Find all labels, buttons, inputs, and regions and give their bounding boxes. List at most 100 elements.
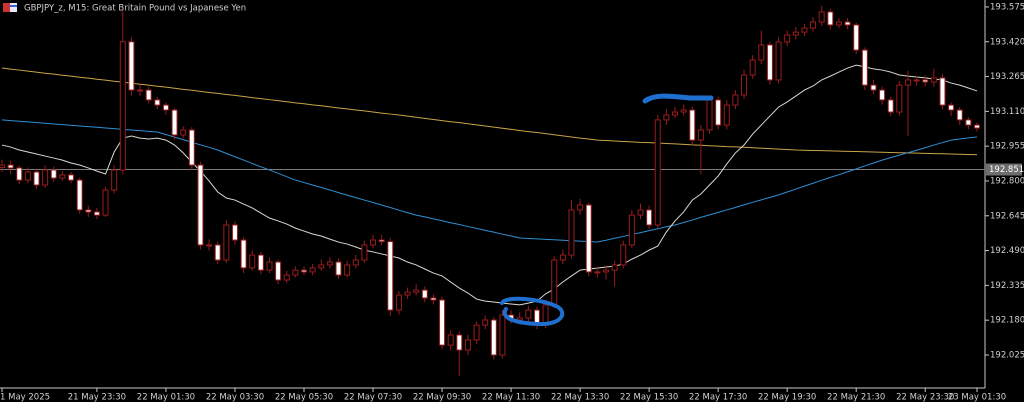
candle-body	[559, 254, 566, 261]
x-tick-label: 22 May 07:30	[344, 393, 402, 402]
candle-body	[594, 271, 601, 274]
candle-body	[137, 89, 144, 92]
candle-body	[456, 334, 463, 351]
candle-body	[706, 99, 713, 131]
candle-body	[844, 21, 851, 26]
candle-body	[758, 44, 765, 61]
y-tick-label: 193.420	[990, 37, 1024, 47]
candle-body	[257, 254, 264, 271]
candle-body	[447, 334, 454, 346]
candle-body	[810, 21, 817, 29]
candle-body	[715, 99, 722, 126]
candle-body	[568, 209, 575, 256]
candle-body	[206, 244, 213, 247]
candle-body	[870, 84, 877, 91]
candle-body	[723, 104, 730, 126]
current-price-label: 192.851	[989, 165, 1024, 175]
candle-body	[223, 224, 230, 261]
y-tick-label: 193.110	[990, 107, 1024, 117]
x-tick-label: 22 May 13:30	[551, 393, 609, 402]
symbol-icon	[3, 3, 17, 12]
annotation-circle	[500, 296, 565, 327]
candle-body	[439, 299, 446, 346]
candle-body	[585, 204, 592, 273]
candle-body	[499, 314, 506, 356]
candle-body	[335, 261, 342, 276]
annotation-stroke	[642, 93, 714, 104]
candle-body	[162, 104, 169, 111]
candle-body	[93, 211, 100, 216]
candle-body	[974, 124, 980, 129]
candle-body	[395, 294, 402, 311]
candle-body	[956, 109, 963, 121]
candle-body	[24, 171, 31, 181]
candle-body	[835, 21, 842, 26]
candle-body	[551, 259, 558, 306]
candle-body	[111, 169, 118, 191]
candle-body	[154, 99, 161, 106]
candle-body	[180, 129, 187, 136]
candle-body	[33, 171, 40, 186]
candle-body	[344, 264, 351, 276]
x-tick-label: 22 May 09:30	[413, 393, 471, 402]
candle-body	[7, 164, 14, 169]
candle-body	[741, 74, 748, 96]
candle-body	[654, 119, 661, 226]
candle-body	[249, 254, 256, 269]
moving-average	[1, 67, 978, 156]
candle-body	[620, 244, 627, 266]
candle-body	[861, 49, 868, 86]
candle-body	[697, 129, 704, 141]
candle-body	[516, 317, 523, 321]
candle-body	[827, 11, 834, 26]
candle-body	[896, 84, 903, 113]
x-tick-label: 22 May 21:30	[827, 393, 885, 402]
y-tick-label: 192.955	[990, 142, 1024, 152]
candle-body	[689, 109, 696, 141]
x-tick-label: 22 May 05:30	[275, 393, 333, 402]
candle-body	[378, 239, 385, 243]
candle-body	[214, 244, 221, 261]
x-tick-label: 22 May 01:30	[137, 393, 195, 402]
candle-body	[922, 79, 929, 83]
candle-body	[128, 41, 135, 91]
candle-body	[628, 214, 635, 246]
current-price-box	[986, 163, 1022, 176]
x-tick-label: 22 May 17:30	[689, 393, 747, 402]
y-tick-label: 192.180	[990, 316, 1024, 326]
candle-body	[663, 114, 670, 121]
chart-title: GBPJPY_z, M15: Great Britain Pound vs Ja…	[24, 4, 246, 14]
x-tick-label: 21 May 23:30	[68, 393, 126, 402]
x-tick-label: 22 May 23:30	[896, 393, 954, 402]
candle-body	[275, 261, 282, 281]
candle-body	[637, 209, 644, 216]
x-tick-label: 22 May 11:30	[482, 393, 540, 402]
candle-body	[430, 297, 437, 301]
x-tick-label: 22 May 15:30	[620, 393, 678, 402]
candle-body	[879, 89, 886, 101]
candle-body	[300, 269, 307, 273]
x-tick-label: 22 May 03:30	[206, 393, 264, 402]
candle-body	[266, 261, 273, 271]
candle-body	[326, 261, 333, 266]
candle-body	[145, 89, 152, 101]
candle-body	[318, 264, 325, 269]
candle-body	[42, 169, 49, 186]
candle-body	[50, 169, 57, 179]
candle-body	[292, 269, 299, 276]
candle-body	[887, 99, 894, 113]
candle-body	[732, 94, 739, 106]
candle-body	[240, 239, 247, 269]
candle-body	[853, 24, 860, 51]
y-tick-label: 193.265	[990, 72, 1024, 82]
y-tick-label: 192.645	[990, 211, 1024, 221]
candle-body	[775, 41, 782, 81]
y-tick-label: 192.800	[990, 176, 1024, 186]
candle-body	[611, 264, 618, 271]
candle-body	[939, 77, 946, 106]
candle-body	[792, 31, 799, 36]
candle-body	[784, 34, 791, 43]
y-tick-label: 192.335	[990, 281, 1024, 291]
candle-body	[231, 224, 238, 241]
